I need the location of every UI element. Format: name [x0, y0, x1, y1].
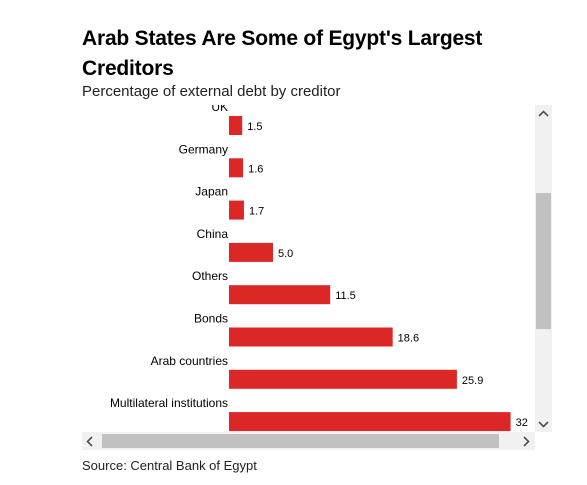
category-label: Multilateral institutions	[110, 396, 228, 410]
vertical-scrollbar[interactable]	[535, 105, 552, 432]
chart-title: Arab States Are Some of Egypt's Largest …	[82, 27, 483, 80]
scroll-down-icon[interactable]	[538, 419, 549, 431]
category-label: Germany	[179, 142, 228, 156]
vertical-scroll-thumb[interactable]	[536, 193, 551, 329]
bar	[229, 285, 331, 305]
bar	[229, 116, 243, 135]
source-note: Source: Central Bank of Egypt	[82, 458, 257, 473]
bar	[229, 369, 457, 389]
value-label: 11.5	[335, 290, 356, 302]
category-label: Others	[192, 269, 228, 283]
horizontal-scroll-thumb[interactable]	[102, 434, 499, 448]
scrollbar-corner	[535, 432, 552, 450]
plot-area: UK 1.5 Germany 1.6 Japan 1.7 China 5.0 Others 11.…	[82, 105, 534, 432]
bar-chart: UK 1.5 Germany 1.6 Japan 1.7 China 5.0 Others 11.…	[110, 105, 528, 432]
category-label: Arab countries	[151, 354, 228, 368]
scroll-up-icon[interactable]	[538, 109, 549, 121]
bar	[229, 327, 393, 347]
value-label: 5.0	[278, 248, 293, 260]
bar	[229, 158, 244, 178]
value-label: 18.6	[398, 333, 419, 345]
horizontal-scrollbar[interactable]	[82, 432, 535, 450]
value-label: 32	[516, 417, 528, 429]
category-label: China	[197, 227, 229, 241]
value-label: 1.5	[247, 121, 262, 133]
scroll-left-icon[interactable]	[86, 436, 94, 450]
bar	[229, 412, 511, 432]
bar	[229, 200, 244, 220]
category-label: UK	[211, 105, 228, 114]
value-label: 1.7	[249, 206, 264, 218]
chart-subtitle: Percentage of external debt by creditor	[82, 83, 341, 100]
category-label: Japan	[195, 185, 228, 199]
value-label: 1.6	[248, 163, 263, 175]
category-label: Bonds	[194, 312, 228, 326]
value-label: 25.9	[462, 375, 483, 387]
chart-scroll-viewport[interactable]: UK 1.5 Germany 1.6 Japan 1.7 China 5.0 Others 11.…	[82, 105, 552, 450]
bar	[229, 242, 273, 262]
scroll-right-icon[interactable]	[522, 436, 530, 450]
